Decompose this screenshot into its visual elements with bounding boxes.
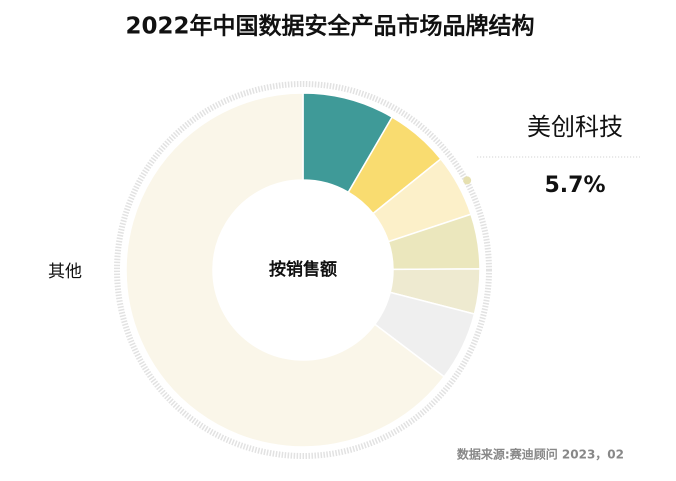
label-dot — [463, 176, 472, 185]
source: 数据来源:赛迪顾问 2023，02 — [457, 447, 624, 462]
value-label: 5.7% — [544, 173, 605, 198]
center-label: 按销售额 — [269, 259, 337, 280]
chart-title: 2022年中国数据安全产品市场品牌结构 — [125, 13, 534, 40]
slices — [125, 92, 481, 448]
category-label: 其他 — [48, 262, 82, 282]
slice — [125, 92, 446, 448]
outer-ring — [114, 81, 492, 459]
category-label: 美创科技 — [527, 113, 623, 141]
